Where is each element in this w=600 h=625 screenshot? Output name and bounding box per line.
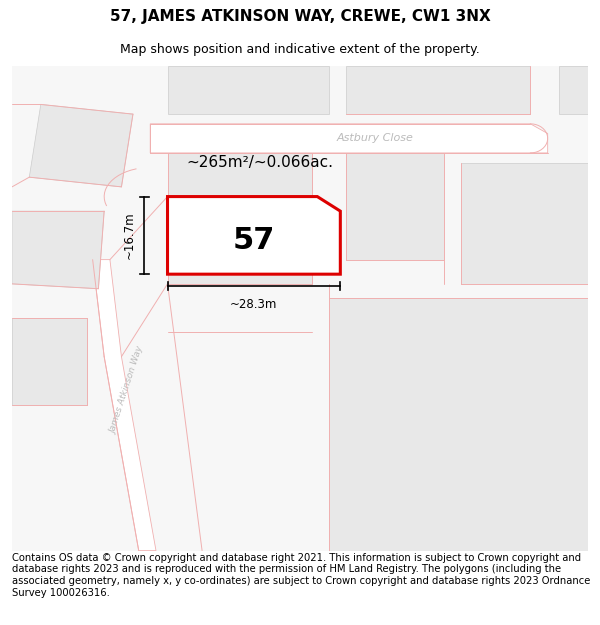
Polygon shape [167,66,329,114]
Text: 57, JAMES ATKINSON WAY, CREWE, CW1 3NX: 57, JAMES ATKINSON WAY, CREWE, CW1 3NX [110,9,490,24]
Polygon shape [12,318,87,405]
Text: James Atkinson Way: James Atkinson Way [109,346,146,436]
Text: Map shows position and indicative extent of the property.: Map shows position and indicative extent… [120,42,480,56]
Text: ~28.3m: ~28.3m [230,298,278,311]
Polygon shape [150,124,548,153]
Polygon shape [12,211,104,289]
Text: 57: 57 [233,226,275,255]
Polygon shape [346,153,444,259]
Text: Contains OS data © Crown copyright and database right 2021. This information is : Contains OS data © Crown copyright and d… [12,552,590,598]
Polygon shape [92,259,156,551]
Polygon shape [559,66,588,114]
Polygon shape [329,298,588,551]
Polygon shape [167,197,340,274]
Polygon shape [12,66,588,551]
Polygon shape [346,66,530,114]
Text: Astbury Close: Astbury Close [337,133,413,143]
Polygon shape [461,162,588,284]
Polygon shape [29,104,133,187]
Text: ~265m²/~0.066ac.: ~265m²/~0.066ac. [186,155,333,170]
Polygon shape [167,197,311,284]
Text: ~16.7m: ~16.7m [123,211,136,259]
Polygon shape [167,153,311,197]
